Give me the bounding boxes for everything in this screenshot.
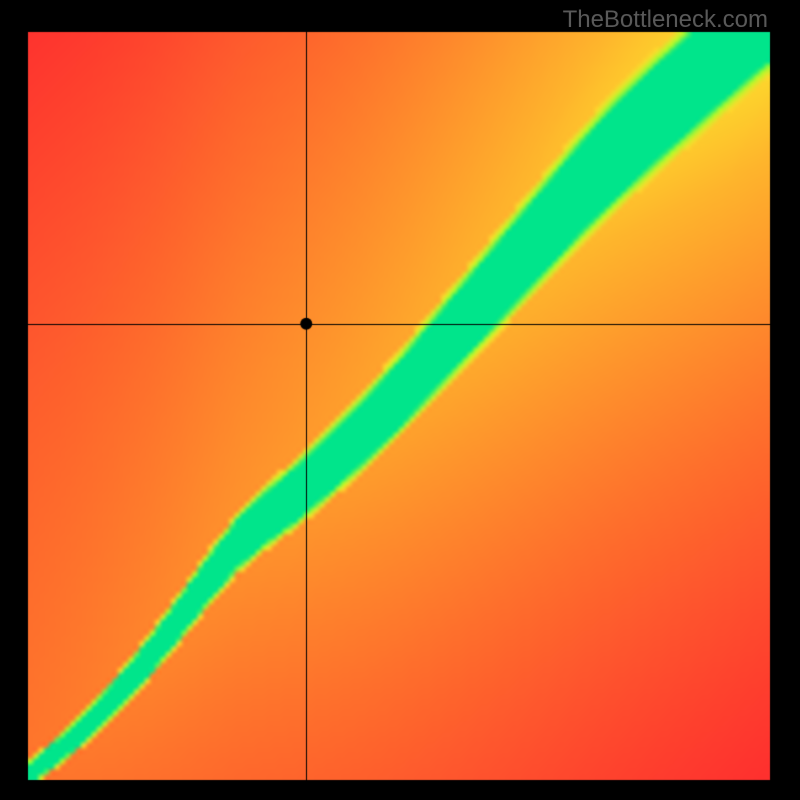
chart-container: { "watermark": { "text": "TheBottleneck.…	[0, 0, 800, 800]
watermark-text: TheBottleneck.com	[563, 6, 768, 34]
gradient-heatmap-canvas	[0, 0, 800, 800]
